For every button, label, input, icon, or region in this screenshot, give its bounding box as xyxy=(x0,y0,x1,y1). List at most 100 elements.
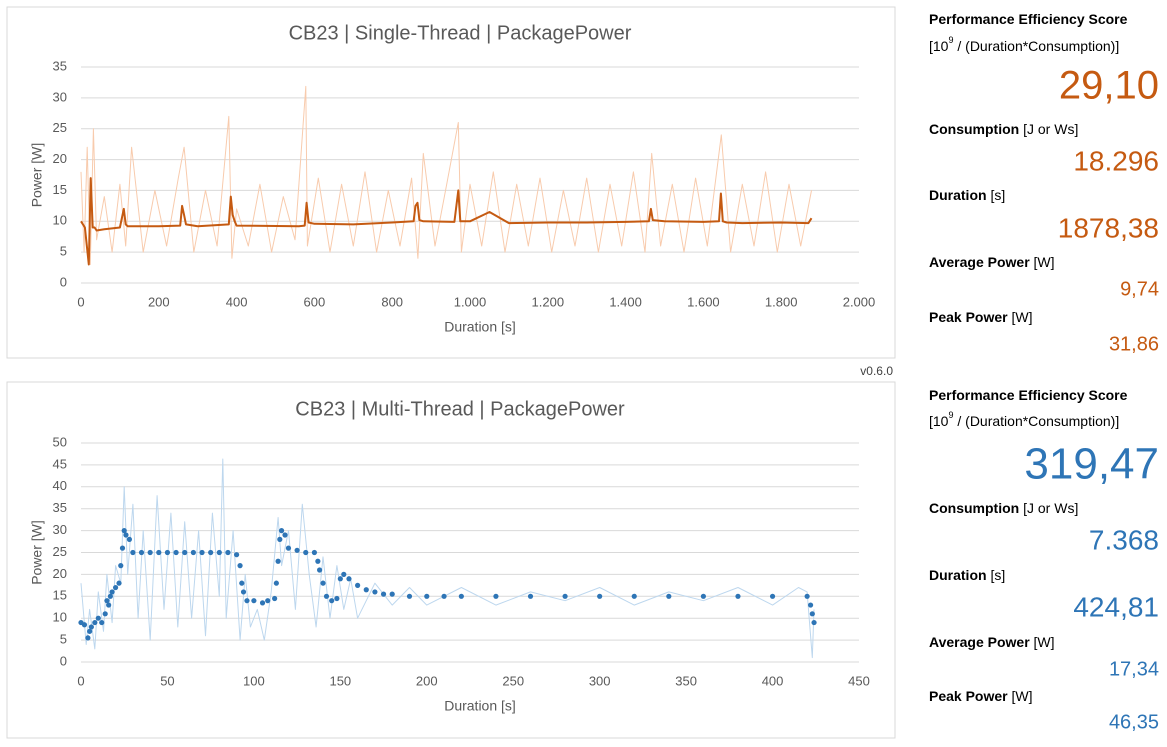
series-marker xyxy=(562,593,568,599)
stat-label: Performance Efficiency Score xyxy=(929,387,1128,403)
series-marker xyxy=(277,536,283,542)
series-marker xyxy=(104,598,110,604)
series-marker xyxy=(527,593,534,599)
series-marker xyxy=(355,582,361,588)
series-line xyxy=(80,458,815,659)
y-tick-label: 45 xyxy=(53,456,67,471)
series-marker xyxy=(809,611,815,617)
y-tick-label: 35 xyxy=(53,500,67,515)
stat-label: Duration [s] xyxy=(929,187,1005,203)
y-tick-label: 50 xyxy=(53,434,67,449)
series-marker xyxy=(237,563,243,569)
series-marker xyxy=(109,589,115,595)
x-tick-label: 250 xyxy=(502,673,524,688)
series-marker xyxy=(631,593,637,599)
stat-label: Peak Power [W] xyxy=(929,688,1033,704)
series-marker xyxy=(278,528,285,534)
series-marker xyxy=(389,591,395,597)
y-tick-label: 30 xyxy=(53,89,67,104)
stat-unit: [J or Ws] xyxy=(1019,121,1078,137)
series-marker xyxy=(811,619,817,626)
unit-rest: / (Duration*Consumption)] xyxy=(953,38,1119,54)
stat-name: Average Power xyxy=(929,254,1030,270)
series-marker xyxy=(334,595,340,602)
x-tick-label: 350 xyxy=(675,673,697,688)
series-marker xyxy=(156,549,162,556)
series-line xyxy=(80,177,813,266)
series-marker xyxy=(216,549,222,556)
y-tick-label: 40 xyxy=(53,478,67,493)
y-tick-label: 10 xyxy=(53,213,67,228)
series-marker xyxy=(87,628,93,634)
stat-label: Duration [s] xyxy=(929,567,1005,583)
series-marker xyxy=(116,580,122,586)
stat-name: Consumption xyxy=(929,500,1019,516)
series-marker xyxy=(190,549,196,556)
unit-base: [10 xyxy=(929,413,949,429)
stat-unit: [W] xyxy=(1008,688,1033,704)
stat-value: 31,86 xyxy=(1109,333,1159,355)
stat-name: Performance Efficiency Score xyxy=(929,387,1128,403)
series-marker xyxy=(320,580,326,586)
unit-rest: / (Duration*Consumption)] xyxy=(953,413,1119,429)
stat-value: 319,47 xyxy=(1024,440,1159,489)
series-marker xyxy=(251,598,257,604)
series-marker xyxy=(441,593,447,599)
series-marker xyxy=(92,619,98,626)
series-marker xyxy=(99,619,105,626)
stat-label: Performance Efficiency Score xyxy=(929,11,1128,27)
series-marker xyxy=(240,589,247,595)
series-marker xyxy=(239,580,245,586)
chart-frame xyxy=(6,6,896,359)
stat-label: Consumption [J or Ws] xyxy=(929,500,1078,516)
y-axis-label: Power [W] xyxy=(29,143,45,208)
stat-name: Duration xyxy=(929,567,987,583)
series-marker xyxy=(88,624,94,630)
unit-exp: 9 xyxy=(948,410,953,420)
series-line xyxy=(80,85,812,265)
x-tick-label: 400 xyxy=(226,294,248,309)
y-axis-label: Power [W] xyxy=(29,520,45,585)
series-marker xyxy=(106,602,112,608)
x-tick-label: 800 xyxy=(381,294,403,309)
series-marker xyxy=(130,549,136,556)
stat-unit: [W] xyxy=(1030,254,1055,270)
x-tick-label: 200 xyxy=(148,294,170,309)
stat-value: 1878,38 xyxy=(1058,212,1159,243)
series-marker xyxy=(182,549,188,556)
series-marker xyxy=(173,549,179,556)
x-axis-label: Duration [s] xyxy=(444,698,516,714)
chart-title: CB23 | Single-Thread | PackagePower xyxy=(289,22,632,44)
series-marker xyxy=(81,622,88,628)
series-marker xyxy=(265,598,271,604)
stat-name: Performance Efficiency Score xyxy=(929,11,1128,27)
unit-base: [10 xyxy=(929,38,949,54)
unit-exp: 9 xyxy=(948,35,953,45)
series-marker xyxy=(199,549,205,556)
series-marker xyxy=(119,545,126,551)
stat-value: 29,10 xyxy=(1059,64,1159,108)
x-tick-label: 150 xyxy=(329,673,351,688)
stat-name: Consumption xyxy=(929,121,1019,137)
series-marker xyxy=(363,587,369,593)
version: v0.6.0 xyxy=(860,364,893,378)
y-tick-label: 5 xyxy=(60,632,67,647)
series-marker xyxy=(272,595,278,602)
y-tick-label: 35 xyxy=(53,58,67,73)
x-tick-label: 1.800 xyxy=(765,294,798,309)
y-tick-label: 0 xyxy=(60,653,67,668)
stat-unit: [109 / (Duration*Consumption)] xyxy=(929,410,1119,428)
series-marker xyxy=(107,593,113,599)
chart-title: CB23 | Multi-Thread | PackagePower xyxy=(295,398,625,420)
stat-unit: [s] xyxy=(987,567,1006,583)
series-marker xyxy=(329,598,335,604)
series-marker xyxy=(138,549,145,556)
series-marker xyxy=(735,593,741,599)
series-marker xyxy=(112,584,119,591)
series-marker xyxy=(424,593,430,599)
stat-unit: [W] xyxy=(1030,634,1055,650)
stat-name: Peak Power xyxy=(929,688,1008,704)
series-marker xyxy=(121,528,127,534)
y-tick-label: 0 xyxy=(60,274,67,289)
